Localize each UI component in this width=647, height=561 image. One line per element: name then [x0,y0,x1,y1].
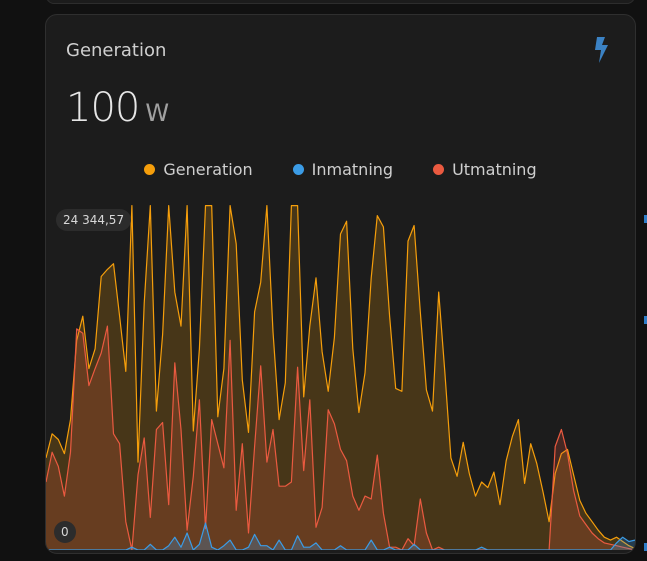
state-unit: W [145,99,170,127]
series-line-utmatning [46,325,635,550]
legend-item-utmatning[interactable]: Utmatning [433,160,537,179]
generation-card[interactable]: Generation 100 W Generation Inmatning Ut… [45,14,636,554]
power-chart[interactable] [46,205,635,550]
legend-dot-icon [144,164,156,175]
flash-icon [595,37,608,63]
legend-item-inmatning[interactable]: Inmatning [292,160,394,179]
series-line-generation [46,205,635,550]
adjacent-card-marker [644,316,647,324]
adjacent-card-marker [644,543,647,551]
legend-dot-icon [433,164,445,175]
y-max-badge: 24 344,57 [56,209,132,231]
series-line-inmatning [46,522,635,550]
legend-dot-icon [292,164,304,175]
y-min-badge: 0 [54,521,76,543]
legend-label: Inmatning [311,160,394,179]
legend-label: Utmatning [452,160,537,179]
legend-label: Generation [163,160,253,179]
previous-card-edge [46,0,635,4]
series-area-utmatning [46,326,635,550]
chart-legend: Generation Inmatning Utmatning [46,160,635,179]
adjacent-card-marker [644,215,647,223]
legend-item-generation[interactable]: Generation [144,160,253,179]
card-title: Generation [66,40,167,61]
series-area-generation [46,205,635,550]
state-readout[interactable]: 100 W [66,85,169,131]
state-value: 100 [66,85,140,131]
